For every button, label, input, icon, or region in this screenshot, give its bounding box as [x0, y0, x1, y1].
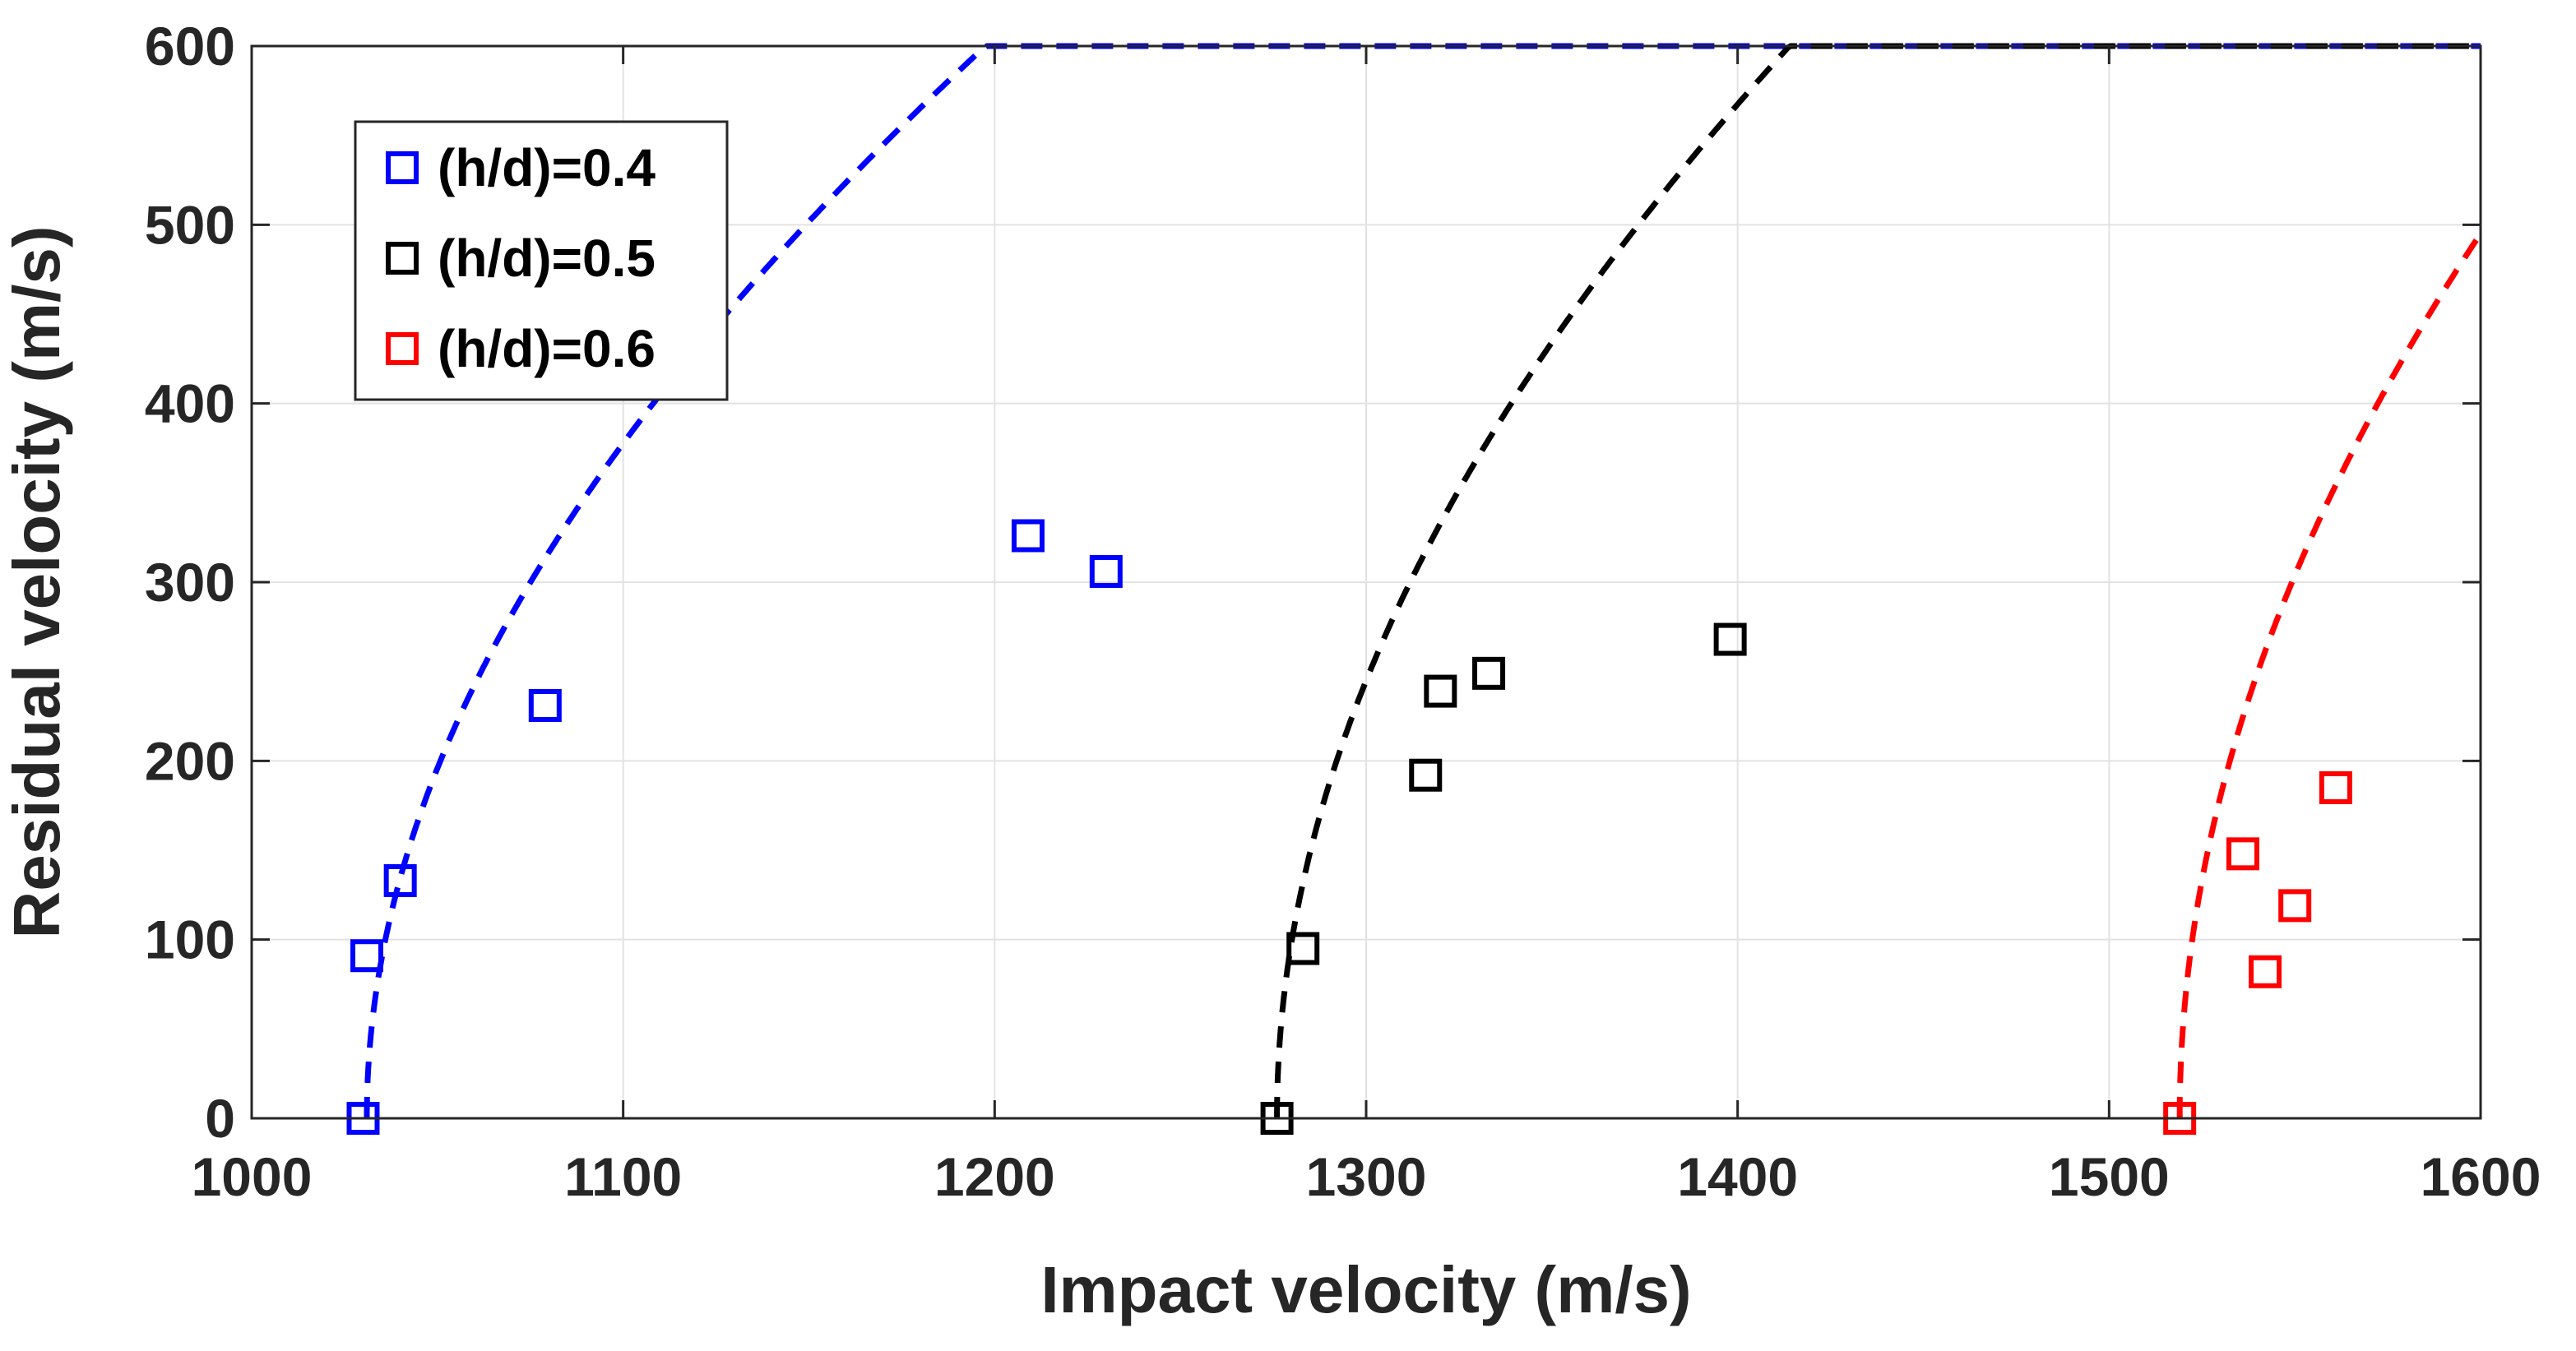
axis-ticks	[250, 44, 2482, 1120]
data-point	[1011, 519, 1045, 553]
x-tick-label: 1400	[1677, 1146, 1798, 1207]
x-tick-label: 1500	[2049, 1146, 2170, 1207]
data-point	[2278, 889, 2312, 923]
data-point	[350, 939, 384, 973]
legend-entry: (h/d)=0.6	[438, 319, 656, 378]
y-tick-label: 600	[145, 16, 235, 76]
data-point	[1089, 554, 1123, 588]
data-point	[528, 688, 562, 722]
x-axis-label: Impact velocity (m/s)	[1040, 1253, 1691, 1326]
legend-marker	[386, 332, 419, 365]
x-tick-label: 1600	[2421, 1146, 2541, 1207]
y-tick-label: 500	[145, 194, 235, 255]
fit-curve	[2176, 232, 2483, 1118]
y-tick-label: 200	[145, 730, 235, 791]
y-tick-label: 300	[145, 552, 235, 613]
data-point	[383, 863, 417, 897]
y-tick-label: 400	[145, 373, 235, 434]
data-point	[1472, 656, 1506, 690]
x-tick-label: 1300	[1306, 1146, 1427, 1207]
data-point	[2226, 837, 2259, 871]
x-tick-labels: 1000 1100 1200 1300 1400 1500 1600	[192, 1146, 2541, 1207]
data-point	[2319, 770, 2352, 804]
data-point	[1424, 674, 1457, 708]
legend: (h/d)=0.4 (h/d)=0.5 (h/d)=0.6	[354, 120, 729, 401]
data-point	[1286, 932, 1320, 965]
y-tick-labels: 0 100 200 300 400 500 600	[145, 16, 235, 1149]
legend-entry: (h/d)=0.4	[438, 138, 656, 197]
data-point	[1409, 758, 1443, 792]
y-axis-label: Residual velocity (m/s)	[0, 226, 73, 939]
data-point	[1713, 622, 1747, 656]
grid	[252, 46, 2481, 1118]
legend-marker	[386, 242, 419, 275]
y-tick-label: 0	[205, 1088, 235, 1149]
data-point	[2249, 955, 2282, 988]
legend-entry: (h/d)=0.5	[438, 229, 656, 288]
x-tick-label: 1200	[934, 1146, 1055, 1207]
y-tick-label: 100	[145, 909, 235, 970]
x-tick-label: 1100	[564, 1146, 682, 1207]
x-tick-label: 1000	[192, 1146, 313, 1207]
legend-marker	[386, 151, 419, 184]
